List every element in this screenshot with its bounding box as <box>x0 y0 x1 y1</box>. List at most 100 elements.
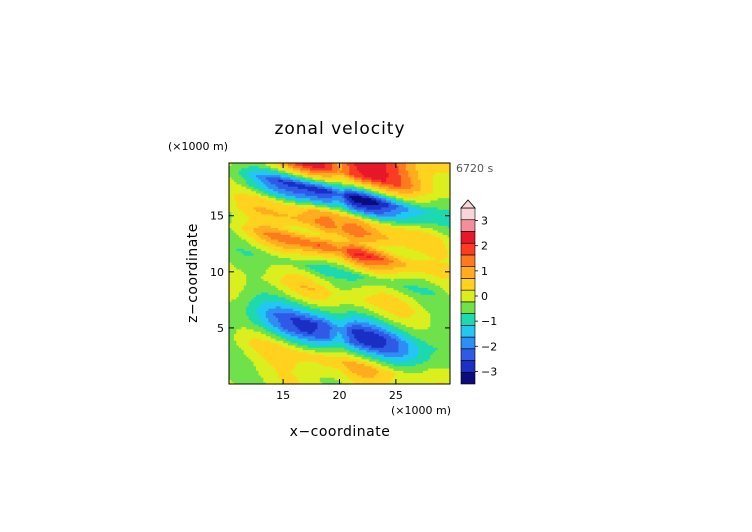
heatmap-cell <box>292 379 296 383</box>
heatmap-cell <box>351 335 355 339</box>
heatmap-cell <box>366 257 370 261</box>
heatmap-cell <box>415 349 419 353</box>
heatmap-cell <box>258 321 262 325</box>
heatmap-cell <box>278 331 282 334</box>
heatmap-cell <box>359 308 363 311</box>
heatmap-cell <box>236 349 240 353</box>
heatmap-cell <box>251 328 255 332</box>
heatmap-cell <box>422 266 427 270</box>
heatmap-cell <box>403 356 407 360</box>
heatmap-cell <box>398 301 402 305</box>
heatmap-cell <box>287 312 291 316</box>
heatmap-cell <box>420 310 424 314</box>
heatmap-cell <box>410 310 414 314</box>
heatmap-cell <box>295 321 299 325</box>
heatmap-cell <box>337 275 341 279</box>
heatmap-cell <box>437 319 441 323</box>
heatmap-cell <box>393 273 397 277</box>
heatmap-cell <box>229 261 233 265</box>
heatmap-cell <box>354 324 358 328</box>
heatmap-cell <box>278 326 282 330</box>
heatmap-cell <box>395 298 400 302</box>
heatmap-cell <box>251 298 255 302</box>
heatmap-cell <box>310 377 314 380</box>
heatmap-cell <box>241 294 245 298</box>
heatmap-cell <box>268 367 272 371</box>
heatmap-cell <box>386 326 390 330</box>
heatmap-cell <box>435 285 439 288</box>
heatmap-cell <box>310 351 314 355</box>
heatmap-cell <box>302 273 306 277</box>
heatmap-cell <box>243 356 247 360</box>
heatmap-cell <box>258 266 262 270</box>
heatmap-cell <box>302 381 306 384</box>
heatmap-cell <box>373 370 377 374</box>
heatmap-cell <box>292 289 296 293</box>
heatmap-cell <box>373 296 377 300</box>
heatmap-cell <box>410 351 414 355</box>
heatmap-cell <box>305 377 309 380</box>
heatmap-cell <box>361 379 365 383</box>
heatmap-cell <box>447 349 450 353</box>
heatmap-cell <box>344 351 348 355</box>
heatmap-cell <box>278 314 282 318</box>
heatmap-cell <box>351 280 355 284</box>
heatmap-cell <box>437 370 441 374</box>
heatmap-cell <box>376 312 380 316</box>
heatmap-cell <box>238 351 242 355</box>
heatmap-cell <box>447 273 450 277</box>
heatmap-cell <box>292 365 296 369</box>
heatmap-cell <box>317 335 321 339</box>
heatmap-cell <box>442 312 446 316</box>
heatmap-cell <box>391 328 395 332</box>
heatmap-cell <box>442 347 446 351</box>
heatmap-cell <box>283 379 287 383</box>
heatmap-cell <box>319 301 323 305</box>
heatmap-cell <box>322 275 326 279</box>
heatmap-cell <box>260 370 264 374</box>
heatmap-cell <box>376 308 380 311</box>
heatmap-cell <box>341 381 346 384</box>
heatmap-cell <box>292 360 296 364</box>
heatmap-cell <box>295 324 299 328</box>
heatmap-cell <box>305 303 309 307</box>
heatmap-cell <box>260 294 264 298</box>
heatmap-cell <box>349 342 353 346</box>
heatmap-cell <box>395 367 400 371</box>
heatmap-cell <box>381 349 385 353</box>
heatmap-cell <box>430 275 434 279</box>
heatmap-cell <box>415 367 419 371</box>
heatmap-cell <box>280 342 284 346</box>
heatmap-cell <box>445 333 449 337</box>
heatmap-cell <box>292 268 296 272</box>
heatmap-cell <box>229 358 233 362</box>
heatmap-cell <box>319 360 323 364</box>
heatmap-cell <box>238 298 242 302</box>
heatmap-cell <box>310 268 314 272</box>
heatmap-cell <box>334 356 338 360</box>
heatmap-cell <box>238 282 242 286</box>
heatmap-cell <box>295 287 299 291</box>
heatmap-cell <box>302 333 306 337</box>
heatmap-cell <box>346 282 350 286</box>
heatmap-cell <box>275 342 279 346</box>
heatmap-cell <box>285 347 289 351</box>
heatmap-cell <box>346 360 350 364</box>
heatmap-cell <box>305 340 309 344</box>
heatmap-cell <box>339 326 343 330</box>
heatmap-cell <box>420 319 424 323</box>
heatmap-cell <box>327 261 331 265</box>
heatmap-cell <box>317 287 321 291</box>
heatmap-cell <box>445 372 449 376</box>
heatmap-cell <box>400 308 404 311</box>
heatmap-cell <box>398 365 402 369</box>
heatmap-cell <box>334 347 338 351</box>
heatmap-cell <box>410 324 414 328</box>
heatmap-cell <box>418 319 422 323</box>
heatmap-cell <box>351 381 355 384</box>
heatmap-cell <box>246 365 250 369</box>
heatmap-cell <box>337 280 341 284</box>
heatmap-cell <box>256 264 260 268</box>
heatmap-cell <box>273 259 277 263</box>
heatmap-cell <box>376 379 380 383</box>
